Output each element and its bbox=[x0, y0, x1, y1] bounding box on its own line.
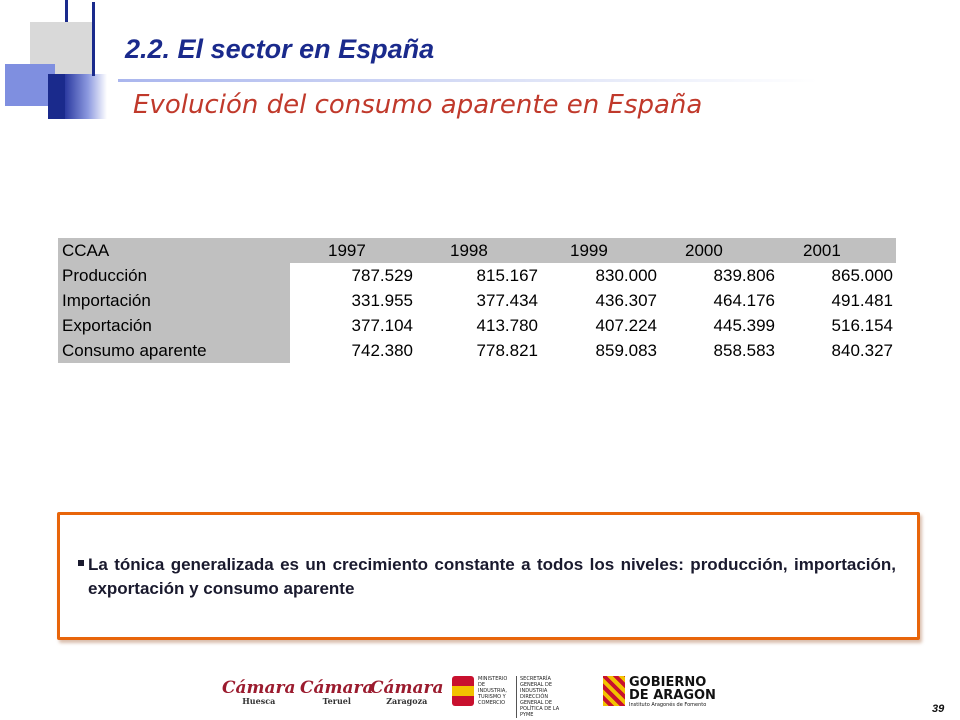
table-cell: 445.399 bbox=[713, 316, 775, 335]
table-header-cell: 2000 bbox=[685, 241, 723, 260]
logo-name: Cámara bbox=[300, 678, 374, 698]
table-cell: 839.806 bbox=[713, 266, 775, 285]
ministry-logo: MINISTERIO DE INDUSTRIA, TURISMO Y COMER… bbox=[452, 676, 592, 718]
table-header-cell: CCAA bbox=[58, 238, 290, 263]
logo-sub: Teruel bbox=[322, 696, 351, 706]
ministry-name: MINISTERIO DE INDUSTRIA, TURISMO Y COMER… bbox=[478, 676, 508, 706]
logo-name: Cámara bbox=[222, 678, 296, 698]
gobierno-line1: GOBIERNO bbox=[629, 675, 707, 690]
table-cell: 840.327 bbox=[831, 341, 893, 360]
gobierno-sub: Instituto Aragonés de Fomento bbox=[629, 702, 707, 708]
gobierno-aragon-logo: GOBIERNO DE ARAGON Instituto Aragonés de… bbox=[603, 676, 716, 708]
table-row: Exportación 377.104 413.780 407.224 445.… bbox=[58, 313, 896, 338]
corner-decoration bbox=[5, 64, 55, 106]
page-title: 2.2. El sector en España bbox=[125, 34, 435, 64]
table-row: Producción 787.529 815.167 830.000 839.8… bbox=[58, 263, 896, 288]
page-number: 39 bbox=[932, 703, 945, 715]
table-header-cell: 1999 bbox=[570, 241, 608, 260]
page-subtitle: Evolución del consumo aparente en España bbox=[133, 90, 703, 120]
table-header-cell: 2001 bbox=[803, 241, 841, 260]
aragon-flag-icon bbox=[603, 676, 625, 706]
table-cell: 830.000 bbox=[595, 266, 657, 285]
table-row: Importación 331.955 377.434 436.307 464.… bbox=[58, 288, 896, 313]
table-cell: 815.167 bbox=[476, 266, 538, 285]
gobierno-text: GOBIERNO DE ARAGON Instituto Aragonés de… bbox=[629, 676, 716, 708]
camara-teruel-logo: Cámara Teruel bbox=[300, 678, 374, 706]
coat-of-arms-icon bbox=[452, 676, 474, 706]
table-cell: 859.083 bbox=[595, 341, 657, 360]
table-row-label: Importación bbox=[58, 288, 290, 313]
table-cell: 407.224 bbox=[595, 316, 657, 335]
note-box bbox=[57, 512, 920, 640]
table-cell: 491.481 bbox=[831, 291, 893, 310]
table-cell: 377.104 bbox=[351, 316, 413, 335]
table-cell: 331.955 bbox=[351, 291, 413, 310]
table-cell: 858.583 bbox=[713, 341, 775, 360]
logo-name: Cámara bbox=[370, 678, 444, 698]
gobierno-line2: DE ARAGON bbox=[629, 688, 716, 703]
table-row-label: Producción bbox=[58, 263, 290, 288]
table-row: Consumo aparente 742.380 778.821 859.083… bbox=[58, 338, 896, 363]
table-cell: 742.380 bbox=[351, 341, 413, 360]
ministry-department: SECRETARÍA GENERAL DE INDUSTRIA DIRECCIÓ… bbox=[516, 676, 572, 718]
table-cell: 787.529 bbox=[351, 266, 413, 285]
table-cell: 516.154 bbox=[831, 316, 893, 335]
table-header-cell: 1998 bbox=[450, 241, 488, 260]
corner-decoration bbox=[65, 74, 107, 119]
corner-decoration bbox=[92, 2, 95, 76]
logo-sub: Huesca bbox=[242, 696, 276, 706]
title-underline bbox=[118, 79, 818, 82]
camara-huesca-logo: Cámara Huesca bbox=[222, 678, 296, 706]
table-cell: 413.780 bbox=[476, 316, 538, 335]
data-table: CCAA 1997 1998 1999 2000 2001 Producción… bbox=[58, 238, 896, 363]
camara-zaragoza-logo: Cámara Zaragoza bbox=[370, 678, 444, 706]
logo-sub: Zaragoza bbox=[386, 696, 428, 706]
table-row-label: Exportación bbox=[58, 313, 290, 338]
corner-decoration bbox=[48, 74, 68, 119]
table-header-row: CCAA 1997 1998 1999 2000 2001 bbox=[58, 238, 896, 263]
table-cell: 778.821 bbox=[476, 341, 538, 360]
table-cell: 464.176 bbox=[713, 291, 775, 310]
table-row-label: Consumo aparente bbox=[58, 338, 290, 363]
table-cell: 865.000 bbox=[831, 266, 893, 285]
table-header-cell: 1997 bbox=[328, 241, 366, 260]
corner-decoration bbox=[65, 0, 68, 28]
bullet-icon bbox=[78, 560, 84, 566]
table-cell: 377.434 bbox=[476, 291, 538, 310]
table-cell: 436.307 bbox=[595, 291, 657, 310]
note-text: La tónica generalizada es un crecimiento… bbox=[88, 555, 896, 598]
